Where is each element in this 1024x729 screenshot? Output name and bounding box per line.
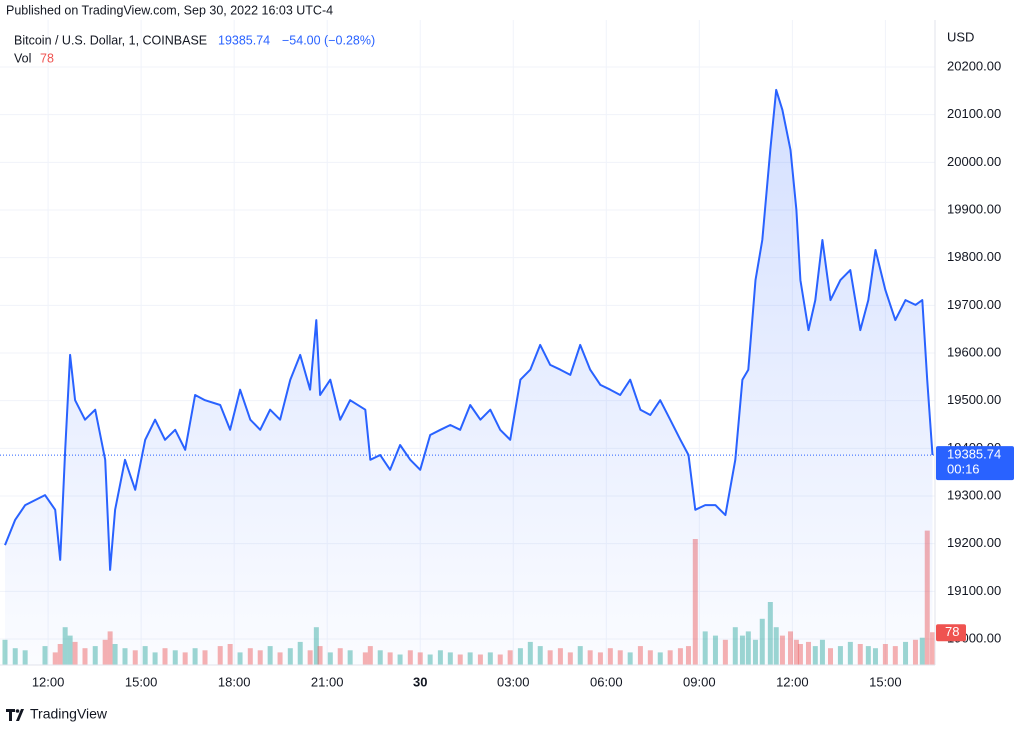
volume-bar [930, 632, 936, 665]
brand-logo [6, 709, 24, 721]
x-tick-label: 30 [413, 674, 427, 689]
last-price: 19385.74 [218, 33, 270, 47]
last-volume-box [936, 624, 966, 642]
y-tick-label: 19900.00 [947, 201, 1001, 216]
y-tick-label: 20000.00 [947, 154, 1001, 169]
symbol: Bitcoin / U.S. Dollar, 1, COINBASE [14, 33, 207, 47]
y-tick-label: 20100.00 [947, 106, 1001, 121]
x-tick-label: 09:00 [683, 674, 716, 689]
price-change: −54.00 (−0.28%) [282, 33, 375, 47]
x-tick-label: 03:00 [497, 674, 530, 689]
published-note: Published on TradingView.com, Sep 30, 20… [6, 3, 333, 17]
x-tick-label: 21:00 [311, 674, 344, 689]
x-tick-label: 18:00 [218, 674, 251, 689]
x-tick-label: 06:00 [590, 674, 623, 689]
x-tick-label: 15:00 [125, 674, 158, 689]
countdown: 00:16 [947, 462, 980, 477]
price-area [5, 89, 933, 665]
axes: 19000.0019100.0019200.0019300.0019400.00… [32, 58, 1014, 689]
y-tick-label: 19600.00 [947, 344, 1001, 359]
y-tick-label: 19500.00 [947, 392, 1001, 407]
last-price-label: 19385.74 [947, 447, 1001, 462]
volume-title: Vol [14, 51, 31, 65]
y-tick-label: 19200.00 [947, 535, 1001, 550]
y-tick-label: 19100.00 [947, 583, 1001, 598]
x-tick-label: 15:00 [869, 674, 902, 689]
last-volume-label: 78 [945, 624, 959, 639]
y-tick-label: 19700.00 [947, 297, 1001, 312]
volume-last: 78 [40, 51, 54, 65]
y-tick-label: 19300.00 [947, 487, 1001, 502]
y-tick-label: 20200.00 [947, 58, 1001, 73]
y-tick-label: 19800.00 [947, 249, 1001, 264]
price-layer [0, 88, 935, 665]
price-line [4, 88, 934, 571]
currency: USD [947, 29, 974, 44]
last-price-box [936, 446, 1014, 481]
x-tick-label: 12:00 [32, 674, 65, 689]
brand: TradingView [30, 706, 108, 722]
x-tick-label: 12:00 [776, 674, 809, 689]
